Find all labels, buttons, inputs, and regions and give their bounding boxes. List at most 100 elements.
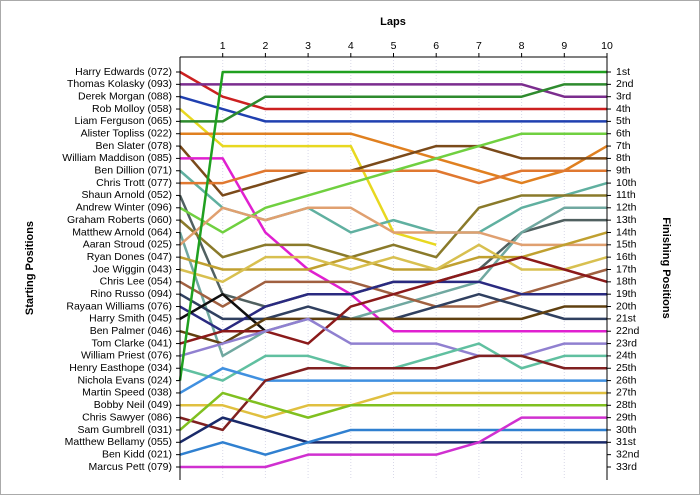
y2-tick-label: 12th	[616, 202, 637, 214]
series-name: Liam Ferguson (065)	[75, 115, 172, 127]
y2-tick-label: 1st	[616, 66, 630, 78]
series-line	[178, 70, 607, 381]
y2-tick-label: 7th	[616, 140, 631, 152]
series-name: Ben Kidd (021)	[102, 448, 172, 460]
series-line	[179, 280, 607, 333]
y2-tick-label: 19th	[616, 288, 637, 300]
series-name: Chris Sawyer (086)	[82, 411, 172, 423]
series-name: Ryan Dones (047)	[87, 251, 172, 263]
series-name: Matthew Bellamy (055)	[65, 436, 172, 448]
y2-tick-label: 17th	[616, 263, 637, 275]
y2-tick-label: 30th	[616, 424, 637, 436]
y2-tick-label: 24th	[616, 350, 637, 362]
x-tick-label: 2	[262, 40, 268, 52]
y2-tick-label: 16th	[616, 251, 637, 263]
y2-tick-label: 14th	[616, 226, 637, 238]
series-line	[180, 83, 607, 98]
series-line	[179, 305, 607, 345]
series-name: Martin Speed (038)	[82, 387, 172, 399]
series-line	[179, 367, 607, 395]
y2-axis-label: Finishing Positions	[660, 217, 672, 318]
series-line	[180, 132, 608, 185]
series-name: Matthew Arnold (064)	[72, 226, 172, 238]
y2-tick-label: 18th	[616, 276, 637, 288]
series-name: Henry Easthope (034)	[69, 362, 172, 374]
series-name: Rob Molloy (058)	[92, 103, 172, 115]
series-name: Graham Roberts (060)	[67, 214, 172, 226]
series-line	[179, 243, 608, 284]
y2-tick-label: 22nd	[616, 325, 640, 337]
x-tick-label: 9	[561, 40, 567, 52]
series-name: Harry Smith (045)	[89, 313, 172, 325]
y2-tick-label: 13th	[616, 214, 637, 226]
y2-tick-label: 25th	[616, 362, 637, 374]
series-name: Derek Morgan (088)	[78, 90, 172, 102]
y2-tick-label: 10th	[616, 177, 637, 189]
series-name: Rino Russo (094)	[90, 288, 172, 300]
y-axis-label: Starting Positions	[24, 221, 36, 315]
series-name: Nichola Evans (024)	[77, 374, 172, 386]
series-line	[179, 206, 607, 247]
series-name: Harry Edwards (072)	[75, 66, 172, 78]
series-name: Alister Topliss (022)	[81, 128, 172, 140]
series-line	[179, 416, 607, 444]
series-name: William Maddison (085)	[62, 152, 172, 164]
series-name: Ben Dillion (071)	[94, 165, 172, 177]
series-name: Tom Clarke (041)	[91, 337, 172, 349]
x-tick-label: 3	[305, 40, 311, 52]
series-line	[179, 354, 607, 432]
series-line	[179, 391, 607, 431]
series-name: Chris Lee (054)	[100, 276, 172, 288]
series-name: William Priest (076)	[81, 350, 172, 362]
series-line	[179, 194, 607, 259]
axes: 1 2 3 4 5 6 7 8 9 10 1st2nd3rd4th5th6th7th8th9th10…	[62, 40, 640, 480]
y2-tick-label: 9th	[616, 165, 631, 177]
y2-tick-label: 2nd	[616, 78, 634, 90]
lines	[178, 70, 608, 469]
series-name: Ben Slater (078)	[96, 140, 172, 152]
series-line	[180, 391, 607, 419]
series-line	[179, 317, 607, 358]
x-tick-label: 8	[519, 40, 525, 52]
series-line	[179, 292, 267, 333]
series-line	[180, 157, 607, 333]
series-name: Thomas Kolasky (093)	[67, 78, 172, 90]
y2-tick-label: 28th	[616, 399, 637, 411]
series-name: Shaun Arnold (052)	[82, 189, 172, 201]
series-name: Joe Wiggin (043)	[93, 263, 172, 275]
y2-tick-label: 31st	[616, 436, 636, 448]
x-tick-label: 7	[476, 40, 482, 52]
y2-tick-label: 15th	[616, 239, 637, 251]
y2-tick-label: 32nd	[616, 448, 640, 460]
series-name: Bobby Neil (049)	[94, 399, 172, 411]
x-tick-label: 4	[348, 40, 354, 52]
series-name: Ben Palmer (046)	[90, 325, 172, 337]
x-tick-label: 5	[391, 40, 397, 52]
series-line	[179, 255, 608, 345]
x-tick-label: 10	[601, 40, 613, 52]
y2-tick-label: 26th	[616, 374, 637, 386]
series-name: Sam Gumbrell (031)	[77, 424, 172, 436]
series-line	[179, 428, 607, 456]
y2-tick-label: 29th	[616, 411, 637, 423]
y2-tick-label: 20th	[616, 300, 637, 312]
y2-tick-label: 8th	[616, 152, 631, 164]
series-name: Chris Trott (077)	[96, 177, 172, 189]
series-name: Aaran Stroud (025)	[83, 239, 172, 251]
series-name: Andrew Winter (096)	[76, 202, 172, 214]
series-line	[179, 144, 607, 197]
series-line	[180, 83, 607, 123]
x-tick-label: 1	[220, 40, 226, 52]
x-tick-label: 6	[433, 40, 439, 52]
y2-tick-label: 4th	[616, 103, 631, 115]
series-name: Rayaan Williams (076)	[66, 300, 172, 312]
chart-title: Laps	[380, 16, 406, 28]
series-line	[180, 416, 607, 469]
y2-tick-label: 23rd	[616, 337, 637, 349]
y2-tick-label: 6th	[616, 128, 631, 140]
y2-tick-label: 3rd	[616, 90, 631, 102]
y2-tick-label: 21st	[616, 313, 636, 325]
y2-tick-label: 5th	[616, 115, 631, 127]
